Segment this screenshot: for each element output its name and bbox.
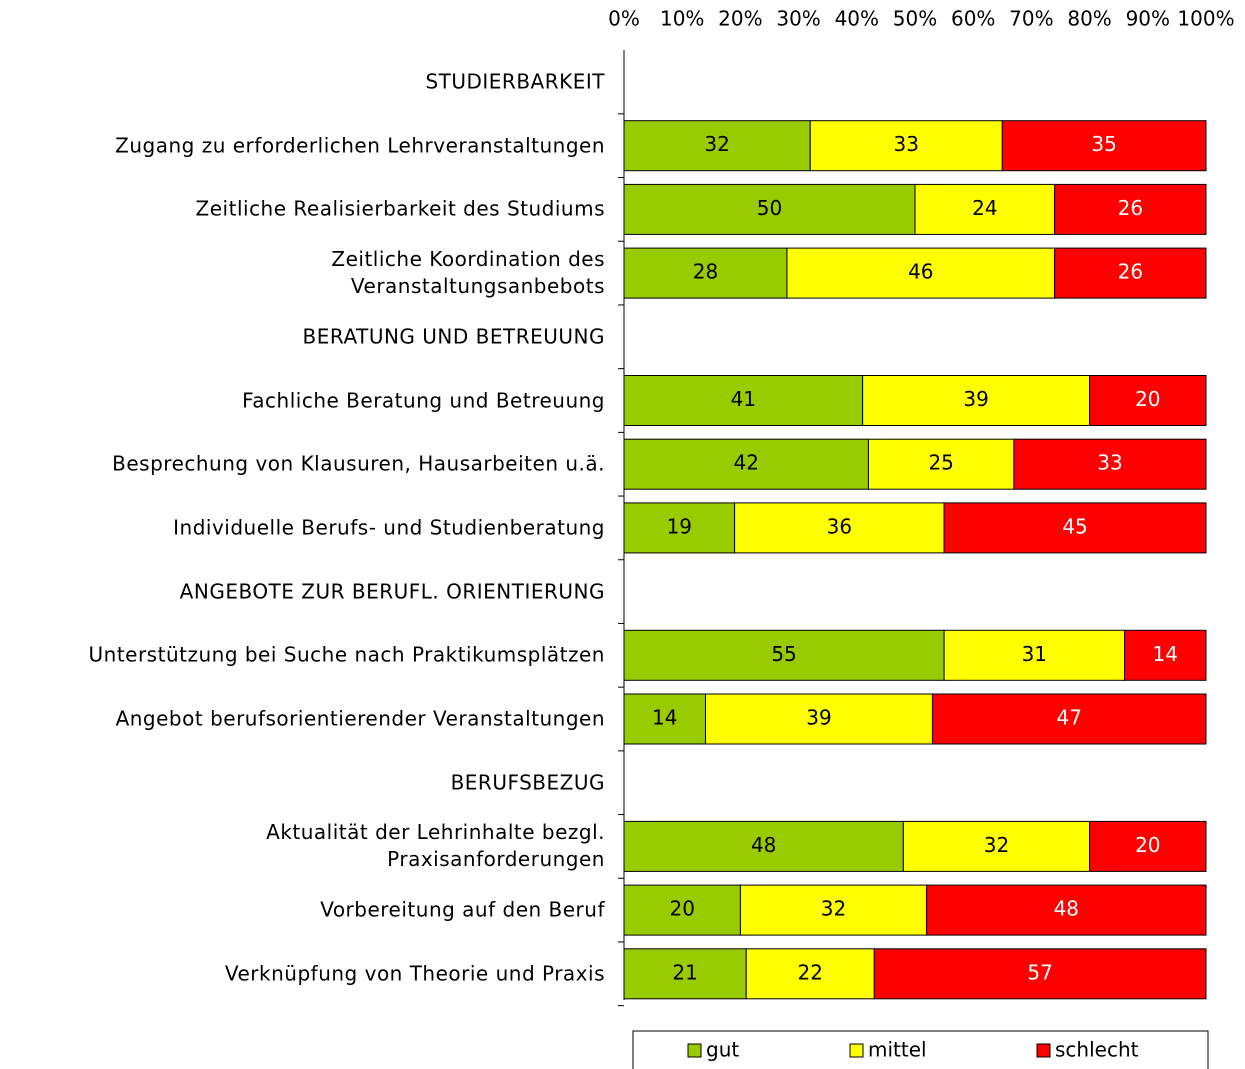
bar-segment: [734, 502, 945, 554]
value-label: 14: [652, 706, 677, 730]
legend-label: schlecht: [1055, 1038, 1139, 1062]
category-label: BERUFSBEZUG: [450, 770, 605, 795]
legend-marker: [849, 1043, 864, 1058]
bar-segment: [862, 375, 1091, 426]
value-label: 47: [1057, 706, 1082, 730]
value-label: 48: [751, 833, 776, 857]
value-label: 55: [771, 642, 796, 666]
category-label: Aktualität der Lehrinhalte bezgl. Praxis…: [266, 820, 605, 872]
bar-segment: [704, 693, 933, 745]
bar-segment: [1124, 629, 1207, 681]
value-label: 25: [928, 451, 953, 475]
category-label: BERATUNG UND BETREUUNG: [302, 324, 605, 349]
value-label: 26: [1118, 196, 1143, 220]
value-label: 45: [1062, 514, 1087, 538]
category-label: Angebot berufsorientierender Veranstaltu…: [115, 706, 605, 731]
bar-segment: [914, 183, 1056, 235]
value-label: 31: [1022, 642, 1047, 666]
legend-label: mittel: [868, 1038, 927, 1062]
bar-segment: [1089, 375, 1207, 426]
legend-marker: [1036, 1043, 1051, 1058]
bar-segment: [943, 629, 1126, 681]
value-label: 14: [1153, 642, 1178, 666]
value-label: 48: [1054, 897, 1079, 921]
value-label: 57: [1027, 960, 1052, 984]
value-label: 50: [757, 196, 782, 220]
value-label: 22: [798, 960, 823, 984]
value-label: 21: [672, 960, 697, 984]
bar-segment: [867, 438, 1015, 490]
value-label: 32: [984, 833, 1009, 857]
category-label: Zugang zu erforderlichen Lehrveranstaltu…: [115, 133, 605, 158]
value-label: 42: [733, 451, 758, 475]
category-label: Zeitliche Realisierbarkeit des Studiums: [195, 196, 605, 221]
x-tick-label: 40%: [835, 7, 879, 31]
bar-segment: [1054, 183, 1207, 235]
value-label: 32: [821, 897, 846, 921]
bar-segment: [623, 120, 811, 172]
value-label: 28: [693, 260, 718, 284]
bar-segment: [1001, 120, 1207, 172]
category-label: Verknüpfung von Theorie und Praxis: [224, 961, 605, 986]
x-tick-label: 50%: [893, 7, 937, 31]
bar-segment: [1013, 438, 1207, 490]
value-label: 35: [1091, 132, 1116, 156]
value-label: 32: [704, 132, 729, 156]
value-label: 33: [894, 132, 919, 156]
x-tick-label: 100%: [1177, 7, 1234, 31]
bar-segment: [623, 183, 916, 235]
legend-marker: [687, 1043, 702, 1058]
bar-segment: [943, 502, 1207, 554]
value-label: 41: [731, 387, 756, 411]
category-label: Besprechung von Klausuren, Hausarbeiten …: [112, 451, 605, 476]
bar-segment: [739, 884, 928, 936]
value-label: 20: [1135, 833, 1160, 857]
legend-box: [632, 1030, 1209, 1069]
category-label: Vorbereitung auf den Beruf: [320, 897, 605, 922]
bar-segment: [926, 884, 1207, 936]
x-tick-label: 30%: [776, 7, 820, 31]
category-label: ANGEBOTE ZUR BERUFL. ORIENTIERUNG: [179, 579, 605, 604]
value-label: 39: [963, 387, 988, 411]
value-label: 39: [806, 706, 831, 730]
bar-segment: [786, 247, 1056, 299]
value-label: 36: [827, 514, 852, 538]
value-label: 26: [1118, 260, 1143, 284]
category-label: Unterstützung bei Suche nach Praktikumsp…: [88, 642, 605, 667]
x-tick-label: 10%: [660, 7, 704, 31]
bar-segment: [623, 884, 741, 936]
bar-segment: [623, 820, 904, 872]
x-tick-label: 90%: [1126, 7, 1170, 31]
legend-label: gut: [706, 1038, 739, 1062]
x-tick-label: 60%: [951, 7, 995, 31]
bar-segment: [1089, 820, 1207, 872]
x-tick-label: 20%: [718, 7, 762, 31]
category-label: STUDIERBARKEIT: [425, 69, 605, 94]
value-label: 46: [908, 260, 933, 284]
category-label: Fachliche Beratung und Betreuung: [242, 388, 605, 412]
bar-segment: [902, 820, 1091, 872]
category-label: Zeitliche Koordination des Veranstaltung…: [331, 247, 605, 299]
x-tick-label: 70%: [1009, 7, 1053, 31]
bar-segment: [623, 247, 788, 299]
value-label: 20: [1135, 387, 1160, 411]
bar-segment: [623, 948, 747, 1000]
bar-segment: [623, 502, 736, 554]
x-tick-label: 0%: [608, 7, 640, 31]
value-label: 20: [669, 897, 694, 921]
bar-segment: [873, 948, 1207, 1000]
category-label: Individuelle Berufs- und Studienberatung: [173, 515, 605, 540]
bar-segment: [623, 629, 945, 681]
value-label: 24: [972, 196, 997, 220]
bar-segment: [931, 693, 1207, 745]
bar-segment: [1054, 247, 1207, 299]
x-tick-label: 80%: [1067, 7, 1111, 31]
value-label: 19: [667, 514, 692, 538]
value-label: 33: [1097, 451, 1122, 475]
